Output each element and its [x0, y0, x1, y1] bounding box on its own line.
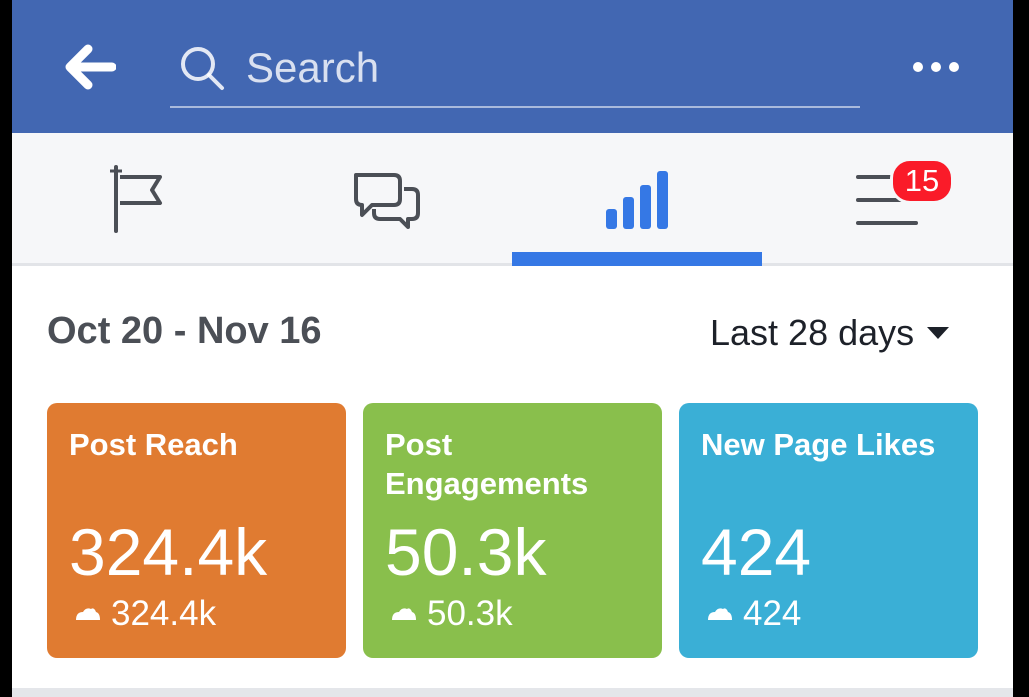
- period-dropdown[interactable]: Last 28 days: [710, 310, 950, 356]
- bar-chart-icon: [606, 171, 668, 229]
- back-button[interactable]: [62, 44, 117, 90]
- cloud-up-icon: [392, 608, 416, 620]
- tab-more[interactable]: [762, 133, 1012, 263]
- back-arrow-icon: [65, 44, 117, 90]
- new-page-likes-card[interactable]: New Page Likes 424 424: [679, 403, 978, 658]
- tab-page[interactable]: [12, 133, 262, 263]
- caret-down-icon: [927, 327, 950, 339]
- card-change-value: 424: [743, 594, 802, 633]
- search-placeholder: Search: [246, 44, 380, 91]
- card-change: 50.3k: [391, 593, 513, 635]
- cloud-up-icon: [76, 608, 100, 620]
- active-tab-indicator: [512, 252, 762, 266]
- card-value: 324.4k: [69, 515, 268, 589]
- search-input[interactable]: Search: [170, 36, 860, 108]
- notification-badge: 15: [890, 158, 954, 204]
- date-range-label: Oct 20 - Nov 16: [47, 310, 322, 352]
- tab-bar: 15: [12, 133, 1013, 266]
- card-change-value: 50.3k: [427, 594, 513, 633]
- card-value: 50.3k: [385, 515, 547, 589]
- flag-icon: [110, 165, 162, 233]
- tab-insights[interactable]: [512, 133, 762, 266]
- section-divider: [12, 688, 1013, 697]
- post-engagements-card[interactable]: Post Engagements 50.3k 50.3k: [363, 403, 662, 658]
- chat-bubbles-icon: [354, 173, 420, 229]
- insights-screen: Search: [12, 0, 1013, 697]
- card-title: Post Reach: [69, 427, 238, 462]
- cloud-up-icon: [708, 608, 732, 620]
- post-reach-card[interactable]: Post Reach 324.4k 324.4k: [47, 403, 346, 658]
- card-value: 424: [701, 515, 812, 589]
- tab-messages[interactable]: [262, 133, 512, 263]
- top-app-bar: Search: [12, 0, 1013, 133]
- card-change: 324.4k: [75, 593, 216, 635]
- card-title: Post Engagements: [385, 427, 589, 501]
- card-change: 424: [707, 593, 801, 635]
- more-options-button[interactable]: [908, 50, 964, 84]
- search-icon: [181, 47, 224, 90]
- period-label: Last 28 days: [710, 312, 915, 353]
- card-title: New Page Likes: [701, 427, 936, 462]
- more-dots-icon: [913, 62, 959, 72]
- card-change-value: 324.4k: [111, 594, 217, 633]
